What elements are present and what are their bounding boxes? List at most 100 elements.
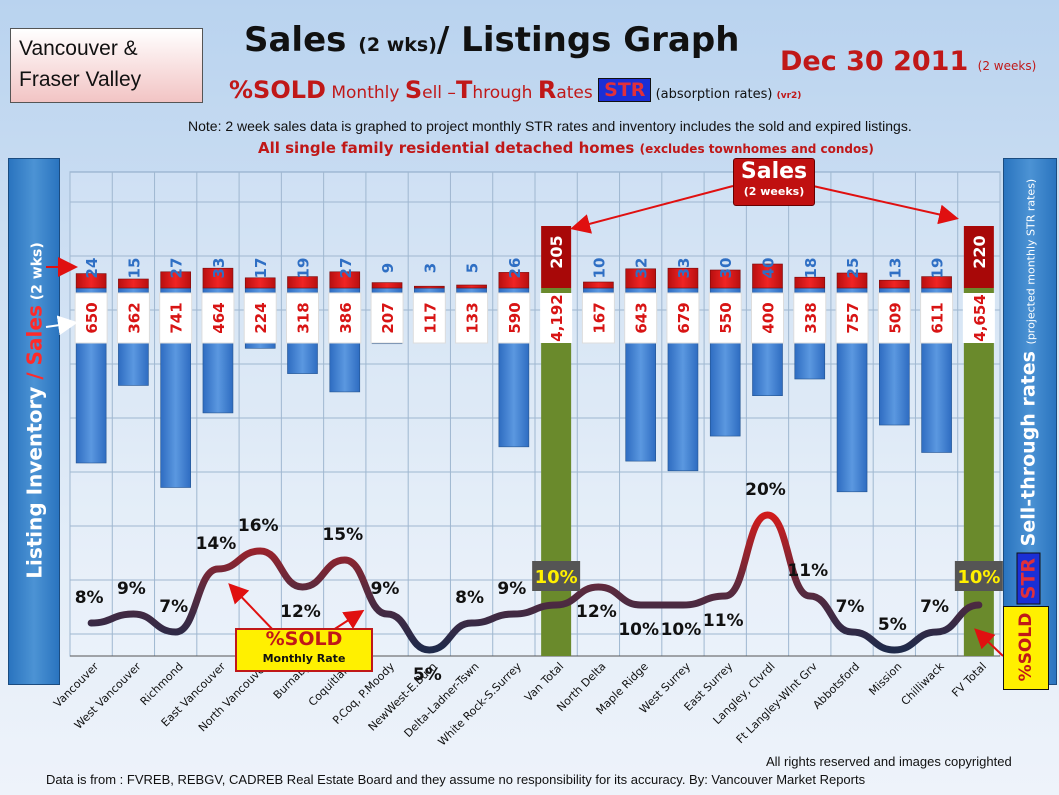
inventory-value-label: 679 — [675, 302, 693, 333]
sales-value-label: 40 — [760, 258, 778, 279]
inventory-value-label: 464 — [210, 302, 228, 333]
inventory-axis-arrow — [45, 315, 78, 336]
sales-value-label: 205 — [547, 235, 566, 268]
subtitle-sold: %SOLD — [229, 76, 326, 104]
sales-value-label: 30 — [717, 258, 735, 279]
str-badge: STR — [598, 78, 652, 102]
str-value-label: 10% — [618, 620, 659, 640]
subtitle-ell: ell – — [422, 83, 456, 103]
region-box: Vancouver & Fraser Valley — [10, 28, 203, 103]
sales-bar-total — [541, 226, 572, 288]
inventory-value-label: 611 — [929, 302, 947, 333]
sold-legend-line2: Monthly Rate — [262, 652, 346, 665]
sales-callout-arrow-right — [812, 185, 959, 225]
str-value-label: 7% — [159, 597, 188, 617]
region-line-1: Vancouver & — [19, 37, 138, 60]
left-axis-panel — [8, 158, 60, 685]
subtitle-ates: ates — [556, 83, 599, 103]
sold-badge-right: %SOLD — [1003, 606, 1049, 690]
sales-bar — [160, 271, 191, 289]
sales-bar — [287, 276, 318, 289]
x-tick-label: Chilliwack — [899, 659, 948, 708]
sales-bar — [794, 276, 826, 289]
inventory-label-box — [666, 292, 700, 344]
inventory-bar-total — [541, 288, 572, 656]
copyright-note: All rights reserved and images copyright… — [766, 754, 1012, 769]
inventory-label-box — [920, 292, 954, 344]
sales-bar — [456, 284, 487, 289]
inventory-value-label: 318 — [295, 302, 313, 333]
sold-legend-arrow-left — [228, 583, 276, 633]
inventory-label-box — [328, 292, 362, 344]
inventory-label-box — [412, 292, 446, 344]
str-value-label: 8% — [455, 588, 484, 608]
title-part-c: / Listings Graph — [436, 20, 740, 60]
inventory-value-label: 4,654 — [971, 294, 989, 341]
sales-value-label: 220 — [970, 235, 989, 268]
str-value-label: 10% — [957, 567, 1000, 588]
sold-legend-line1: %SOLD — [265, 628, 343, 650]
chart-subtitle: %SOLD Monthly Sell –Through Rates STR (a… — [229, 76, 801, 104]
x-tick-label: Ft Langley-Wlnt Grv — [734, 660, 821, 747]
subtitle-monthly: Monthly — [325, 83, 405, 103]
inventory-value-label: 741 — [168, 302, 186, 333]
inventory-label-box — [370, 292, 404, 344]
inventory-value-label: 400 — [760, 302, 778, 333]
str-value-label: 5% — [878, 615, 907, 635]
sales-value-label: 15 — [125, 258, 143, 279]
chart-scope: All single family residential detached h… — [258, 139, 874, 157]
sales-value-label: 27 — [168, 258, 186, 279]
subtitle-hrough: hrough — [472, 83, 538, 103]
sales-bar — [414, 285, 445, 289]
sales-value-label: 26 — [506, 258, 524, 279]
sold-badge-arrow — [974, 628, 1004, 657]
date-sub: (2 weeks) — [977, 59, 1037, 73]
inventory-label-box — [455, 292, 489, 344]
sales-bar-total — [963, 226, 994, 288]
sales-bar — [709, 269, 741, 289]
inventory-label-box — [116, 292, 150, 344]
sales-bar — [329, 271, 361, 289]
sales-bar — [202, 267, 234, 289]
inventory-value-label: 117 — [421, 302, 439, 333]
sales-bar — [836, 272, 868, 289]
sales-value-label: 25 — [844, 258, 862, 279]
x-tick-label: FV Total — [949, 660, 989, 700]
str-value-label: 11% — [787, 561, 828, 581]
chart-title: Sales (2 wks)/ Listings Graph — [244, 20, 739, 60]
sales-value-label: 17 — [252, 258, 270, 279]
inventory-label-box — [835, 292, 869, 344]
sales-bar — [583, 281, 614, 289]
sales-bar — [752, 263, 783, 289]
x-tick-label: Van Total — [522, 660, 566, 704]
subtitle-version: (vr2) — [776, 91, 802, 101]
inventory-label-box — [497, 292, 531, 344]
inventory-value-label: 167 — [590, 302, 608, 333]
subtitle-t: T — [455, 76, 473, 104]
date-main: Dec 30 2011 — [780, 46, 969, 77]
sales-bar — [371, 282, 403, 289]
str-value-label: 12% — [576, 602, 617, 622]
subtitle-absorption: (absorption rates) — [651, 87, 777, 102]
sales-callout-arrow-left — [570, 185, 734, 234]
sales-value-label: 5 — [464, 263, 482, 273]
str-value-label: 10% — [535, 567, 578, 588]
inventory-value-label: 509 — [886, 302, 904, 333]
subtitle-r: R — [537, 76, 557, 104]
inventory-label-box — [793, 292, 827, 344]
sales-callout-line1: Sales — [740, 159, 808, 184]
sales-value-label: 10 — [590, 258, 608, 279]
sales-value-label: 18 — [802, 258, 820, 279]
str-value-label: 11% — [703, 611, 744, 631]
sales-value-label: 27 — [337, 258, 355, 279]
sales-bar — [921, 276, 952, 289]
str-value-label: 9% — [117, 579, 146, 599]
scope-main: All single family residential detached h… — [258, 139, 640, 157]
sales-value-label: 33 — [210, 258, 228, 279]
sales-bar — [75, 273, 107, 289]
str-value-label: 7% — [920, 597, 949, 617]
sales-value-label: 32 — [633, 258, 651, 279]
str-value-label: 8% — [75, 588, 104, 608]
sales-bar — [244, 277, 276, 289]
